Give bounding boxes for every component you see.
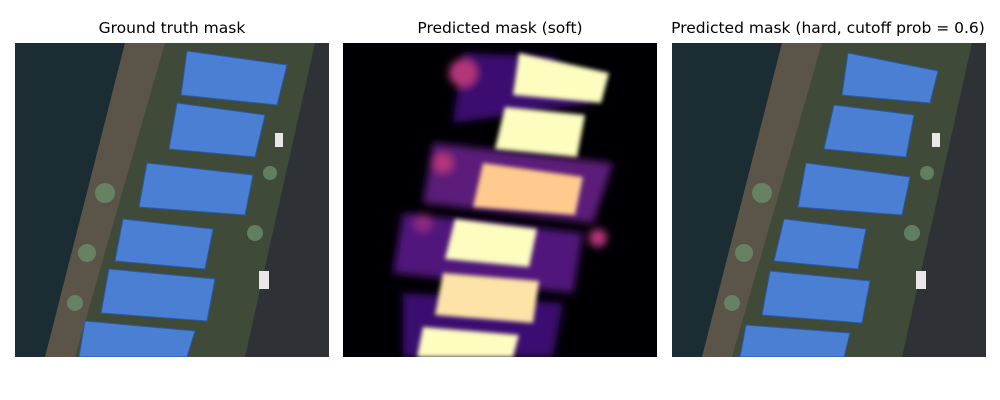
hard-predicted-mask-image — [672, 43, 986, 357]
panel-title-hard-prediction: Predicted mask (hard, cutoff prob = 0.6) — [671, 19, 985, 37]
panel-title-soft-prediction: Predicted mask (soft) — [417, 19, 583, 37]
hard-prediction-overlay — [672, 43, 986, 357]
panel-title-ground-truth: Ground truth mask — [98, 19, 246, 37]
ground-truth-overlay — [15, 43, 329, 357]
soft-heatmap — [343, 43, 657, 357]
ground-truth-mask-image — [15, 43, 329, 357]
soft-predicted-mask-image — [343, 43, 657, 357]
